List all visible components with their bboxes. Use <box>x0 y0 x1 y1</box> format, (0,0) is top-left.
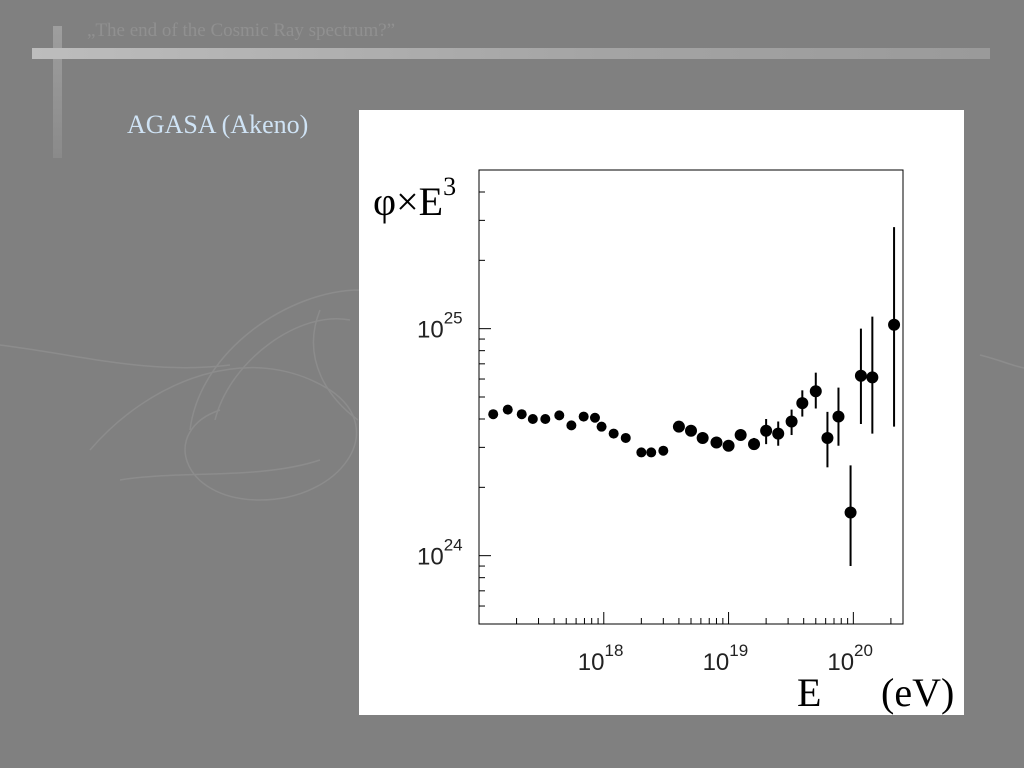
data-point <box>672 420 685 433</box>
data-point <box>760 418 773 445</box>
slide-title: „The end of the Cosmic Ray spectrum?” <box>87 20 396 41</box>
data-point <box>646 447 657 458</box>
point-marker <box>596 421 607 432</box>
data-point <box>527 413 538 424</box>
x-axis-unit: (eV) <box>881 670 954 715</box>
point-marker <box>516 409 527 420</box>
svg-text:φ×E3: φ×E3 <box>373 172 456 224</box>
y-axis-label: φ×E3 <box>373 172 456 224</box>
x-axis-label: E (eV) <box>797 670 954 715</box>
point-marker <box>722 439 735 452</box>
data-points <box>488 227 901 567</box>
point-marker <box>527 413 538 424</box>
point-marker <box>748 438 761 451</box>
data-point <box>796 390 809 417</box>
point-marker <box>734 429 747 442</box>
point-marker <box>888 318 901 331</box>
title-underline-bar <box>32 48 990 59</box>
slide-accent-bar <box>53 26 62 158</box>
point-marker <box>685 424 697 437</box>
x-tick-label-exponent: 20 <box>854 641 873 660</box>
x-tick-label-base: 10 <box>578 649 605 676</box>
point-marker <box>589 412 600 423</box>
y-tick-label: 1024 <box>417 536 463 571</box>
data-point <box>888 227 901 427</box>
y-tick-label-exponent: 25 <box>444 309 463 328</box>
data-point <box>722 439 735 452</box>
point-marker <box>488 409 499 420</box>
point-marker <box>578 411 589 422</box>
point-marker <box>760 424 773 437</box>
y-tick-label-base: 10 <box>417 544 444 571</box>
y-axis-label-base: φ×E <box>373 179 443 224</box>
data-point <box>685 424 697 437</box>
data-point <box>578 411 589 422</box>
data-point <box>636 447 647 458</box>
y-axis-label-exponent: 3 <box>443 172 456 201</box>
background-swirl-decoration <box>0 289 1024 501</box>
point-marker <box>832 410 845 423</box>
data-point <box>620 432 631 443</box>
point-marker <box>854 369 867 382</box>
y-tick-label-base: 10 <box>417 317 444 344</box>
data-point <box>566 420 577 431</box>
point-marker <box>646 447 657 458</box>
data-point <box>488 409 499 420</box>
point-marker <box>620 432 631 443</box>
chart-panel: φ×E3 E (eV) 1018 1019 1020 1024 1025 <box>359 110 964 715</box>
chart-source-subtitle: AGASA (Akeno) <box>127 110 309 139</box>
data-point <box>658 445 669 456</box>
x-tick-label: 1018 <box>578 641 624 676</box>
x-tick-label: 1019 <box>703 641 749 676</box>
y-tick-label-exponent: 24 <box>444 536 463 555</box>
data-point <box>608 428 619 439</box>
x-tick-label-exponent: 19 <box>729 641 748 660</box>
point-marker <box>866 371 879 384</box>
data-point <box>734 429 747 442</box>
point-marker <box>772 427 785 440</box>
data-point <box>785 409 798 436</box>
x-tick-label-base: 10 <box>827 649 854 676</box>
point-marker <box>696 431 709 444</box>
point-marker <box>554 410 565 421</box>
y-tick-label: 1025 <box>417 309 463 344</box>
data-point <box>596 421 607 432</box>
data-point <box>589 412 600 423</box>
data-point <box>748 437 761 451</box>
data-point <box>696 431 709 444</box>
data-point <box>821 411 834 468</box>
point-marker <box>636 447 647 458</box>
point-marker <box>566 420 577 431</box>
point-marker <box>658 445 669 456</box>
point-marker <box>710 436 723 449</box>
point-marker <box>821 431 834 444</box>
point-marker <box>796 397 809 410</box>
point-marker <box>672 420 685 433</box>
data-point <box>809 372 822 409</box>
data-point <box>866 316 879 434</box>
x-tick-label: 1020 <box>827 641 873 676</box>
data-point <box>832 387 845 446</box>
data-point <box>854 328 867 425</box>
point-marker <box>785 415 798 428</box>
x-tick-label-base: 10 <box>703 649 730 676</box>
data-point <box>772 421 785 446</box>
data-point <box>516 409 527 420</box>
axis-minor-ticks <box>479 191 892 625</box>
data-point <box>554 410 565 421</box>
data-point <box>502 404 513 415</box>
data-point <box>844 465 857 567</box>
x-tick-label-exponent: 18 <box>604 641 623 660</box>
data-point <box>540 413 551 424</box>
point-marker <box>540 413 551 424</box>
point-marker <box>844 506 857 519</box>
point-marker <box>608 428 619 439</box>
point-marker <box>809 385 822 398</box>
x-axis-variable: E <box>797 670 821 715</box>
data-point <box>710 436 723 449</box>
point-marker <box>502 404 513 415</box>
